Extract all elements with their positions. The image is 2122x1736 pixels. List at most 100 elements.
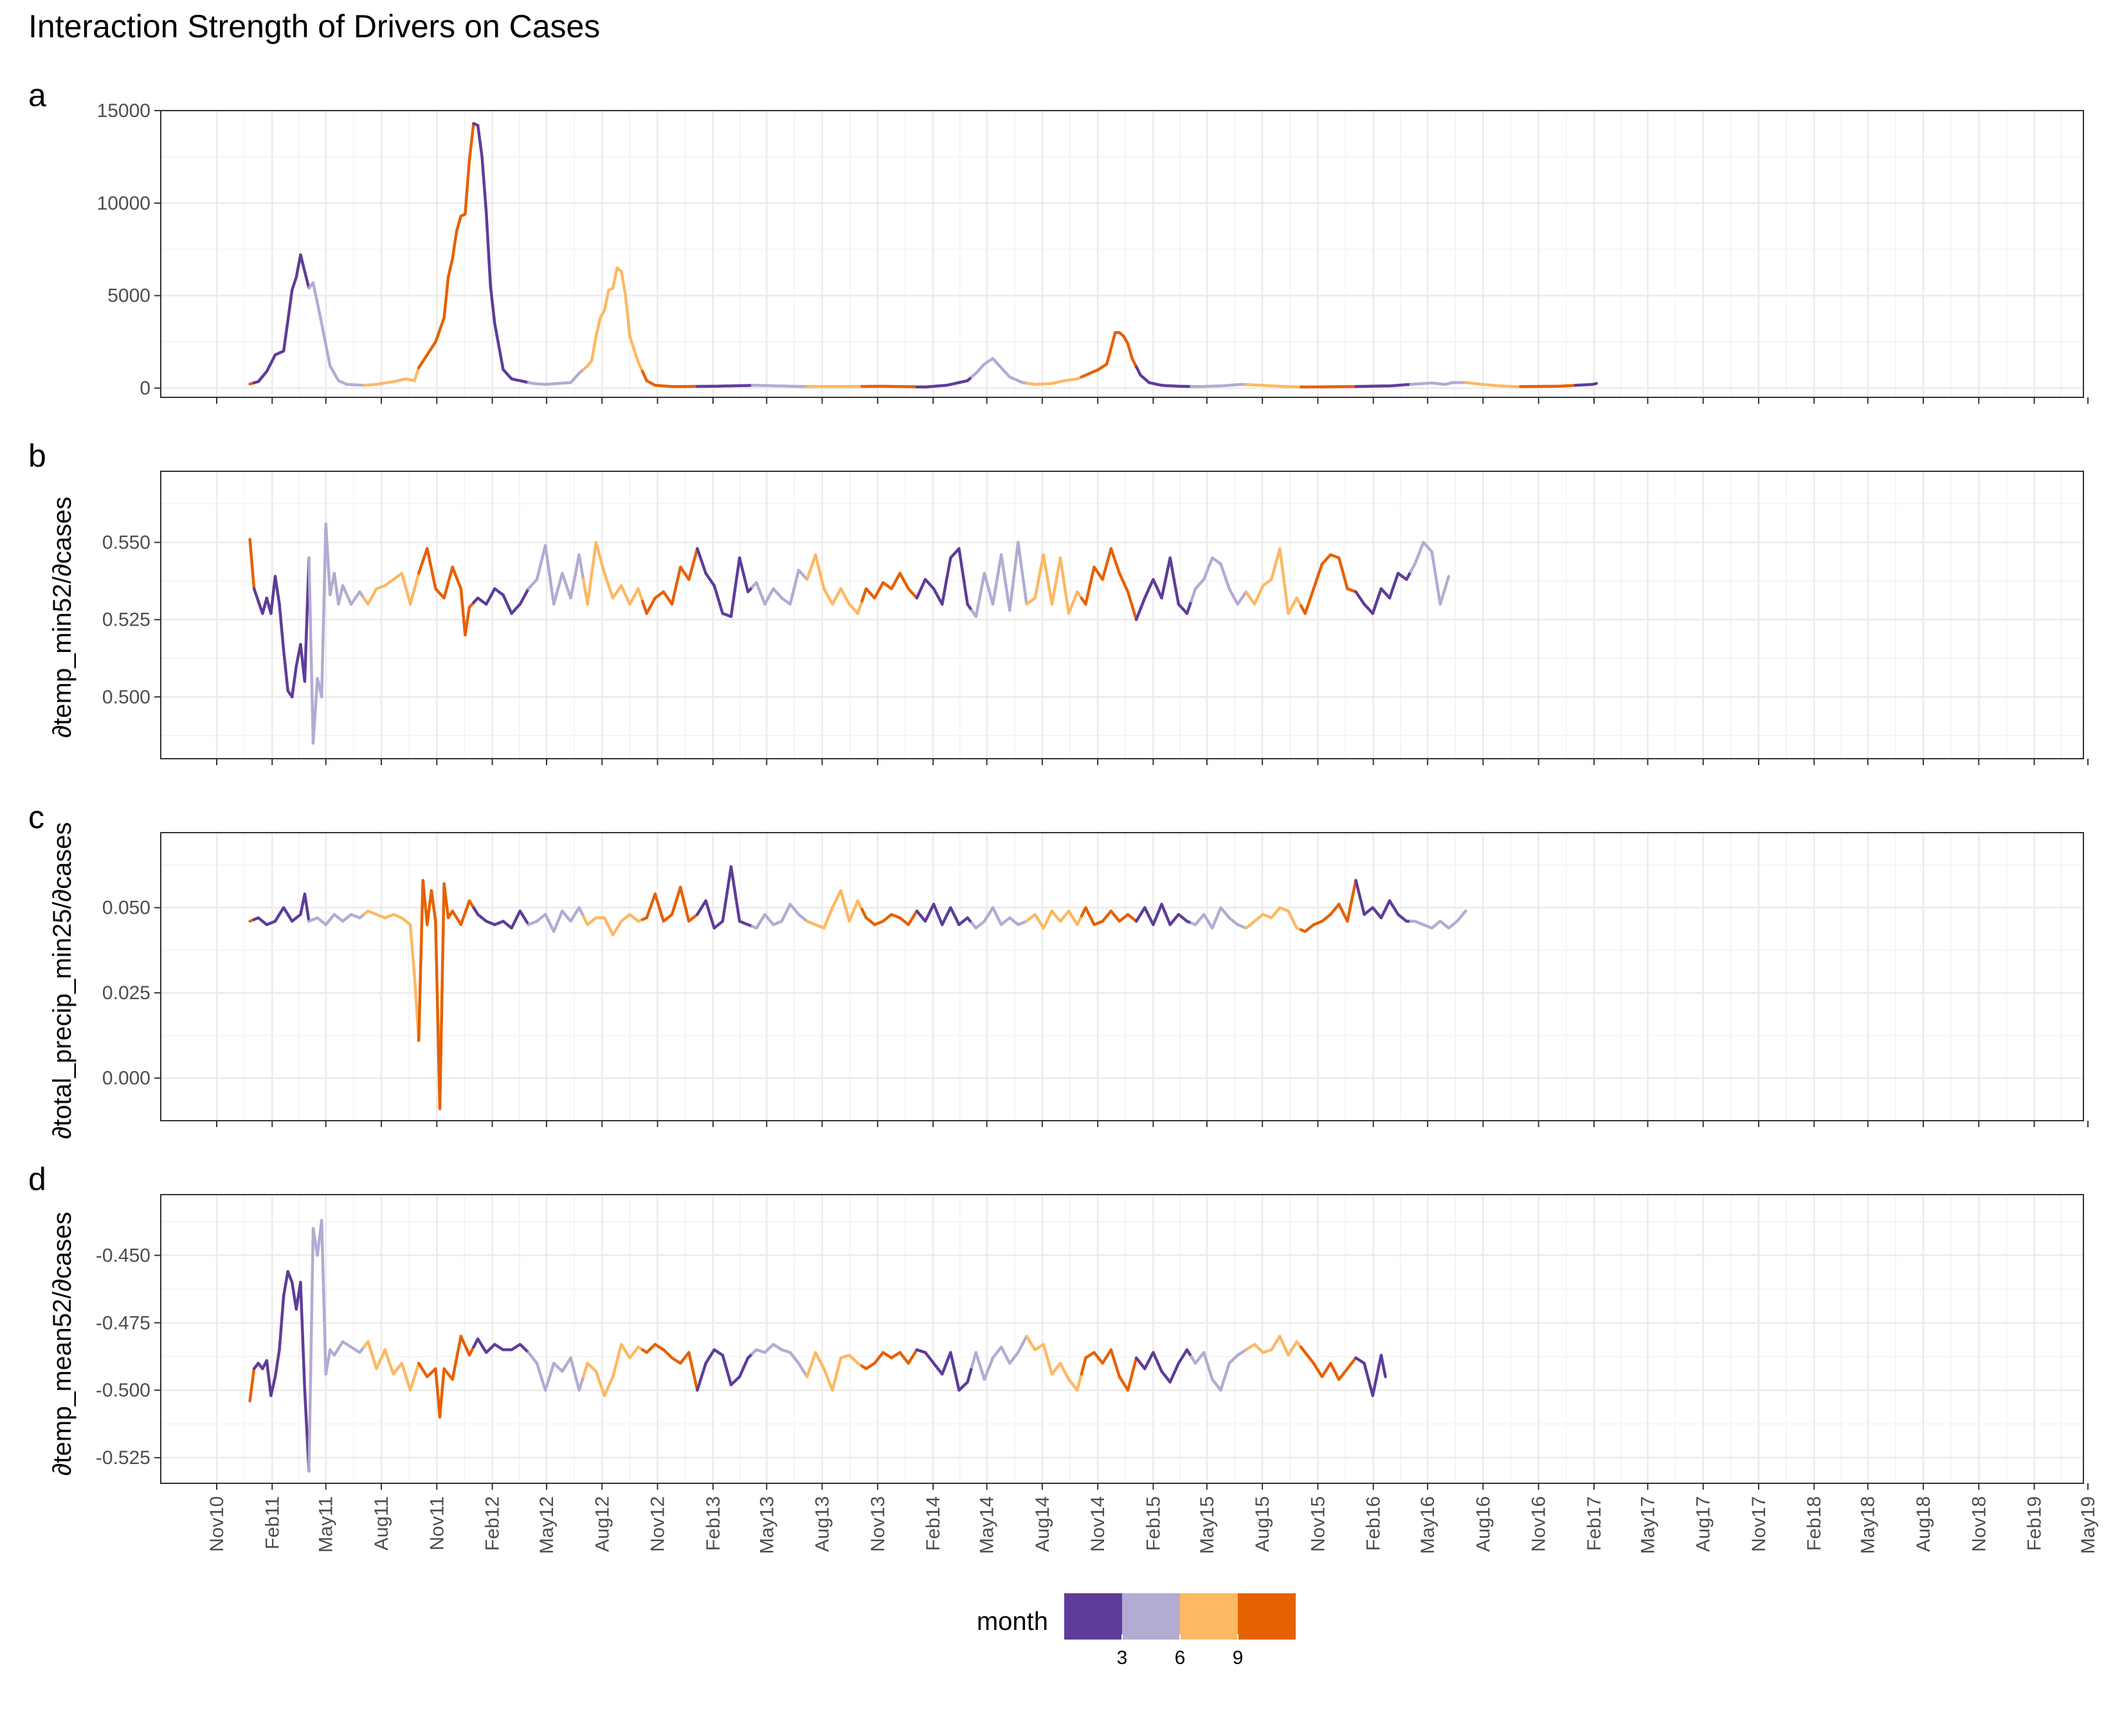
- series-segment: [640, 599, 648, 615]
- series-segment: [442, 581, 450, 600]
- series-segment: [763, 595, 771, 606]
- series-segment: [464, 159, 471, 216]
- series-segment: [945, 556, 952, 583]
- y-tick-label: 15000: [97, 100, 150, 122]
- series-segment: [902, 579, 910, 590]
- series-segment: [995, 914, 1003, 927]
- series-segment: [687, 562, 695, 581]
- series-segment: [700, 559, 707, 575]
- series-segment: [324, 1348, 332, 1376]
- series-segment: [932, 903, 939, 916]
- x-tick-label: May14: [977, 1496, 998, 1554]
- series-segment: [1312, 575, 1319, 590]
- series-segment: [953, 1370, 961, 1392]
- series-segment: [1590, 382, 1598, 386]
- series-segment: [1008, 575, 1016, 612]
- series-segment: [408, 923, 416, 977]
- x-tick-label: Feb15: [1143, 1496, 1164, 1551]
- series-segment: [1071, 590, 1079, 604]
- series-segment: [480, 155, 488, 214]
- series-segment: [1050, 579, 1058, 606]
- series-segment: [599, 1382, 606, 1397]
- series-segment: [408, 1375, 416, 1392]
- legend-tick-label: 3: [1117, 1647, 1128, 1668]
- series-segment: [615, 1343, 623, 1362]
- series-segment: [303, 892, 311, 923]
- series-segment: [286, 1270, 294, 1284]
- series-segment: [1109, 1348, 1117, 1365]
- series-segment: [332, 572, 340, 606]
- series-segment: [1206, 1364, 1214, 1381]
- series-segment: [822, 1367, 830, 1381]
- series-segment: [1371, 599, 1379, 615]
- series-segment: [696, 1375, 703, 1392]
- x-tick-label: Aug11: [371, 1496, 392, 1551]
- series-segment: [670, 899, 678, 916]
- series-segment: [535, 1362, 543, 1379]
- series-segment: [1075, 914, 1084, 927]
- series-segment: [561, 572, 568, 588]
- series-segment: [1219, 1375, 1227, 1392]
- series-segment: [953, 914, 961, 927]
- series-segment: [535, 561, 543, 581]
- series-segment: [1088, 565, 1096, 588]
- series-segment: [467, 122, 475, 162]
- series-segment: [599, 556, 606, 575]
- series-segment: [831, 595, 839, 606]
- series-segment: [426, 547, 433, 570]
- series-segment: [793, 568, 801, 589]
- series-segment: [290, 275, 298, 292]
- series-segment: [813, 1351, 822, 1362]
- series-segment: [983, 572, 990, 590]
- series-segment: [974, 1351, 982, 1368]
- series-segment: [345, 593, 353, 606]
- x-tick-label: May16: [1417, 1496, 1438, 1554]
- series-segment: [278, 1294, 286, 1352]
- series-segment: [839, 587, 847, 598]
- y-tick-label: -0.450: [96, 1245, 150, 1266]
- x-tick-label: Nov11: [426, 1496, 448, 1551]
- series-segment: [408, 587, 416, 606]
- series-segment: [269, 353, 277, 365]
- series-segment: [269, 575, 277, 615]
- series-segment: [594, 316, 602, 338]
- panel-d-frame: [160, 1194, 2084, 1484]
- series-segment: [1202, 567, 1210, 581]
- series-segment: [510, 918, 518, 930]
- series-segment: [337, 584, 345, 606]
- series-segment: [273, 575, 281, 606]
- series-segment: [324, 522, 332, 597]
- series-segment: [1160, 576, 1168, 600]
- series-segment: [552, 919, 560, 934]
- series-segment: [1156, 1360, 1163, 1373]
- series-segment: [721, 1353, 729, 1372]
- series-segment: [451, 1356, 458, 1381]
- series-segment: [442, 275, 450, 320]
- series-segment: [1316, 562, 1324, 578]
- series-segment: [738, 556, 745, 577]
- series-segment: [1012, 541, 1020, 578]
- plot-background: [161, 471, 2083, 759]
- panel-d-x-axis: [216, 1483, 2089, 1490]
- series-segment: [489, 587, 496, 598]
- y-tick-label: -0.525: [96, 1447, 150, 1469]
- series-segment: [725, 1368, 733, 1387]
- series-segment: [1278, 547, 1286, 583]
- series-segment: [873, 588, 880, 600]
- series-segment: [286, 288, 294, 322]
- series-segment: [1042, 553, 1049, 581]
- series-segment: [1253, 593, 1260, 606]
- series-segment: [940, 914, 948, 927]
- y-tick-label: 0.550: [102, 532, 150, 554]
- series-segment: [523, 587, 530, 598]
- series-segment: [387, 1360, 395, 1376]
- series-segment: [1017, 541, 1024, 575]
- series-segment: [678, 885, 686, 906]
- series-segment: [556, 572, 564, 590]
- series-segment: [1434, 576, 1442, 606]
- series-segment: [1042, 1343, 1049, 1361]
- series-segment: [805, 565, 813, 581]
- series-segment: [999, 553, 1007, 584]
- series-segment: [543, 1375, 551, 1392]
